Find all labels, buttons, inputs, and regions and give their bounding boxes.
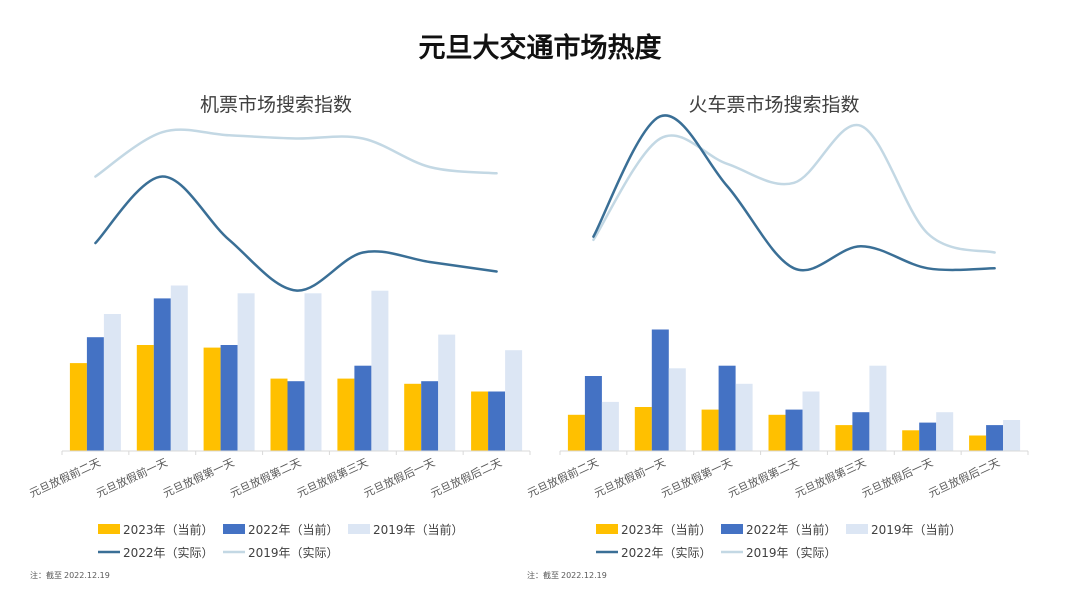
bar-2022 [785, 409, 803, 451]
bar-2023 [835, 425, 853, 451]
category-label: 元旦放假前一天 [94, 455, 170, 500]
category-label: 元旦放假前二天 [525, 455, 601, 500]
category-label: 元旦放假第二天 [726, 455, 802, 500]
bar-2023 [768, 414, 786, 451]
category-label: 元旦放假后一天 [361, 455, 437, 500]
bar-2019 [438, 334, 456, 451]
note-label: 注：截至 [30, 571, 62, 580]
bar-2019 [601, 401, 619, 451]
category-label: 元旦放假后一天 [859, 455, 935, 500]
bar-2019 [1003, 420, 1021, 451]
line-2019-actual [94, 128, 498, 178]
bar-2019 [668, 368, 686, 451]
legend-bar-2022-swatch [223, 524, 245, 534]
bar-2022 [986, 425, 1004, 451]
bar-2019 [371, 290, 389, 451]
bar-2023 [471, 391, 489, 451]
line-2022-actual [94, 175, 498, 292]
legend-bar-2019-label: 2019年（当前） [373, 522, 464, 537]
legend-bar-2023-swatch [596, 524, 618, 534]
bar-2023 [270, 378, 288, 451]
flight-chart-title: 机票市场搜索指数 [199, 94, 352, 116]
bar-2022 [584, 376, 602, 451]
bar-2022 [718, 365, 736, 451]
bar-2022 [421, 381, 439, 451]
bar-2023 [634, 407, 652, 451]
bar-2022 [354, 365, 372, 451]
bar-2023 [136, 345, 154, 451]
legend-bar-2019-label: 2019年（当前） [871, 522, 962, 537]
category-label: 元旦放假第三天 [792, 455, 868, 500]
note-label: 注：截至 [527, 571, 559, 580]
category-label: 元旦放假第一天 [659, 455, 735, 500]
legend-bar-2022-label: 2022年（当前） [248, 522, 339, 537]
legend-bar-2022-label: 2022年（当前） [746, 522, 837, 537]
bar-2019 [735, 383, 753, 451]
legend-bar-2023-label: 2023年（当前） [123, 522, 214, 537]
legend-line-2019-label: 2019年（实际） [746, 545, 837, 560]
legend-bar-2019-swatch [846, 524, 868, 534]
bar-2019 [304, 293, 322, 451]
category-label: 元旦放假前一天 [592, 455, 668, 500]
bar-2023 [969, 435, 987, 451]
bar-2022 [153, 298, 171, 451]
page-title: 元旦大交通市场热度 [418, 33, 662, 64]
bar-2022 [651, 329, 669, 451]
note-date: 2022.12.19 [64, 571, 110, 580]
category-label: 元旦放假第一天 [161, 455, 237, 500]
bar-2019 [237, 293, 255, 451]
bar-2023 [701, 409, 719, 451]
flight-legend: 2023年（当前） 2022年（当前） 2019年（当前） 2022年（实际） 2019… [98, 522, 464, 560]
legend-line-2022-label: 2022年（实际） [123, 545, 214, 560]
train-legend: 2023年（当前） 2022年（当前） 2019年（当前） 2022年（实际） 2019… [596, 522, 962, 560]
line-2019-actual [592, 123, 996, 254]
train-chart: 元旦放假前二天元旦放假前一天元旦放假第一天元旦放假第二天元旦放假第三天元旦放假后… [525, 114, 1029, 500]
bar-2022 [852, 412, 870, 451]
bar-2019 [170, 285, 188, 451]
bar-2022 [488, 391, 506, 451]
bar-2019 [505, 350, 523, 451]
bar-2019 [802, 391, 820, 451]
line-2022-actual [592, 114, 996, 272]
legend-line-2022-label: 2022年（实际） [621, 545, 712, 560]
bar-2019 [103, 314, 121, 451]
bar-2022 [287, 381, 305, 451]
bar-2023 [404, 383, 422, 451]
bar-2023 [337, 378, 355, 451]
bar-2023 [69, 363, 87, 451]
flight-note: 注：截至 2022.12.19 [30, 570, 112, 581]
legend-bar-2022-swatch [721, 524, 743, 534]
bar-2019 [936, 412, 954, 451]
category-label: 元旦放假第二天 [228, 455, 304, 500]
flight-chart: 元旦放假前二天元旦放假前一天元旦放假第一天元旦放假第二天元旦放假第三天元旦放假后… [27, 128, 531, 500]
bar-2022 [86, 337, 104, 451]
legend-bar-2019-swatch [348, 524, 370, 534]
train-note: 注：截至 2022.12.19 [527, 570, 609, 581]
train-chart-title: 火车票市场搜索指数 [688, 94, 860, 116]
note-date: 2022.12.19 [561, 571, 607, 580]
category-label: 元旦放假后二天 [428, 455, 504, 500]
category-label: 元旦放假前二天 [27, 455, 103, 500]
category-label: 元旦放假第三天 [294, 455, 370, 500]
bar-2022 [919, 422, 937, 451]
bar-2019 [869, 365, 887, 451]
bar-2023 [203, 347, 221, 451]
bar-2023 [567, 414, 585, 451]
bar-2022 [220, 345, 238, 451]
legend-bar-2023-swatch [98, 524, 120, 534]
legend-line-2019-label: 2019年（实际） [248, 545, 339, 560]
category-label: 元旦放假后二天 [926, 455, 1002, 500]
legend-bar-2023-label: 2023年（当前） [621, 522, 712, 537]
bar-2023 [902, 430, 920, 451]
